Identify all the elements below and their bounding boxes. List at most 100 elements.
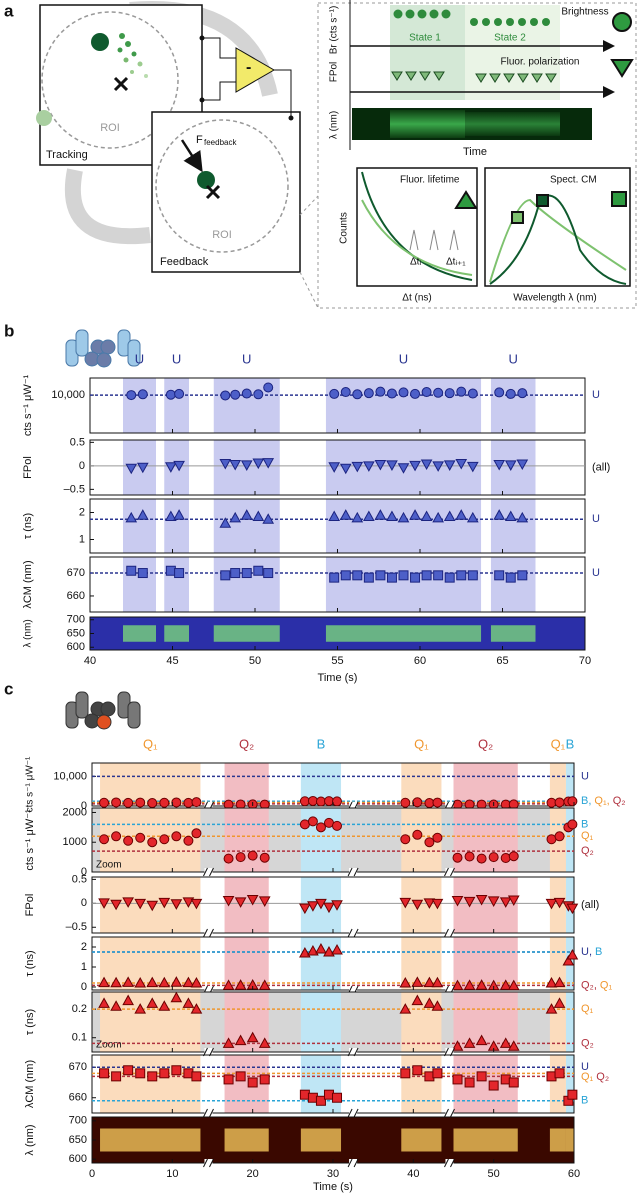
point — [516, 459, 529, 471]
point — [219, 517, 232, 528]
roi-label: ROI — [100, 122, 120, 134]
point — [431, 976, 444, 988]
label: Fluor. polarization — [501, 57, 580, 68]
region — [565, 763, 574, 806]
node — [199, 35, 205, 41]
point — [173, 509, 185, 520]
y-tick-label: 600 — [69, 1153, 87, 1165]
point — [299, 946, 311, 958]
region — [123, 557, 156, 612]
point — [488, 852, 499, 863]
point — [171, 1065, 182, 1076]
point — [246, 894, 259, 906]
spectrogram-band — [490, 625, 536, 642]
molecule — [36, 110, 52, 126]
region — [164, 378, 189, 433]
point — [493, 459, 506, 471]
point — [433, 570, 444, 581]
point — [183, 835, 194, 846]
point — [456, 570, 467, 581]
point — [122, 976, 134, 987]
point — [234, 1034, 247, 1046]
point — [432, 461, 444, 472]
point — [137, 389, 148, 400]
y-tick-label: 600 — [67, 641, 85, 653]
region-label: U — [399, 351, 408, 366]
axis-break — [349, 802, 358, 810]
point — [159, 1068, 170, 1079]
panel-a: a ROI Tracking F feedback ROI Feedback -… — [4, 0, 637, 309]
region — [453, 877, 518, 933]
spectrogram-band — [401, 1128, 442, 1152]
point — [545, 1003, 558, 1014]
point — [494, 570, 505, 581]
region — [453, 808, 518, 872]
y-axis-label: λCM (nm) — [24, 1060, 36, 1108]
y-tick-label: 0.2 — [72, 1003, 87, 1015]
point — [99, 1068, 110, 1079]
point — [259, 1074, 270, 1085]
point — [158, 976, 171, 988]
reference-label: Q₁, — [594, 795, 609, 807]
axis-label: Counts — [339, 212, 350, 244]
y-tick-label: 0 — [79, 460, 85, 472]
region — [123, 499, 156, 553]
point — [444, 572, 455, 583]
spectrogram-band — [224, 1128, 269, 1152]
point — [567, 796, 578, 807]
point — [315, 942, 327, 954]
reference-label: U — [581, 1061, 589, 1073]
force-label: F — [196, 134, 203, 146]
point — [235, 1071, 246, 1082]
point — [230, 389, 241, 400]
reference-label: Q₂, — [581, 979, 597, 991]
y-tick-label: 0 — [81, 800, 87, 812]
point — [400, 1068, 411, 1079]
point — [494, 387, 505, 398]
point — [307, 901, 319, 912]
axis-label: Wavelength λ (nm) — [513, 293, 597, 304]
spectrogram-band — [100, 1128, 201, 1152]
point — [507, 1040, 520, 1051]
point — [159, 834, 170, 845]
side-label: (all) — [581, 899, 599, 911]
point — [158, 897, 171, 909]
point — [258, 896, 271, 907]
point — [476, 853, 487, 864]
icon — [612, 12, 632, 32]
axis-break — [349, 929, 358, 937]
y-axis-label: λ (nm) — [23, 619, 34, 647]
axis-break — [204, 868, 213, 876]
point — [411, 976, 424, 987]
point — [363, 461, 375, 472]
axis-break-mark — [203, 867, 214, 877]
y-tick-label: 1000 — [63, 836, 87, 848]
axis-break — [445, 1048, 454, 1056]
x-tick-label: 0 — [89, 1168, 95, 1180]
reference-label: Q₁ — [581, 1003, 594, 1015]
region — [325, 378, 482, 433]
point — [545, 898, 558, 910]
point — [98, 997, 110, 1008]
point — [136, 462, 149, 474]
point — [134, 976, 147, 988]
molecule — [197, 171, 215, 189]
axis-break-mark — [203, 1158, 214, 1168]
point — [191, 828, 202, 839]
point — [173, 460, 185, 472]
point — [499, 897, 512, 908]
box-label: Feedback — [160, 256, 209, 268]
reference-label: U — [592, 389, 600, 401]
region — [401, 937, 442, 990]
y-tick-label: –0.5 — [64, 483, 85, 495]
panel-label: b — [4, 321, 14, 340]
point — [174, 568, 185, 579]
y-axis-label: τ (ns) — [24, 1009, 36, 1035]
point — [505, 572, 516, 583]
point — [315, 822, 326, 833]
axis-break — [349, 1159, 358, 1167]
point — [455, 459, 468, 470]
point — [463, 979, 476, 990]
point — [432, 1068, 443, 1079]
point — [499, 1037, 512, 1048]
